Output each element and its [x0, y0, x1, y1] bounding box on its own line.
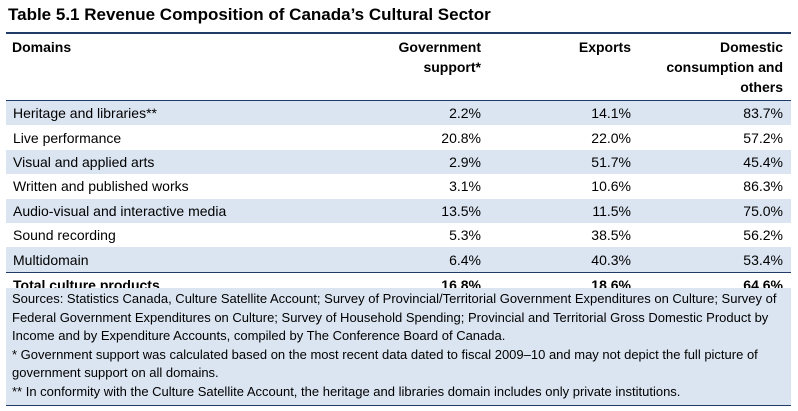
cell-exports: 10.6% [591, 178, 631, 195]
table-row: Audio-visual and interactive media 13.5%… [6, 198, 791, 223]
cell-domain: Visual and applied arts [13, 153, 155, 170]
cell-gov: 13.5% [441, 202, 481, 219]
cell-domestic: 57.2% [743, 129, 783, 146]
cell-domain: Written and published works [13, 178, 189, 195]
cell-gov: 2.9% [449, 153, 481, 170]
cell-gov: 3.1% [449, 178, 481, 195]
cell-domain: Sound recording [13, 227, 116, 244]
cell-domestic: 45.4% [743, 153, 783, 170]
cell-exports: 22.0% [591, 129, 631, 146]
cell-domestic: 86.3% [743, 178, 783, 195]
cell-gov: 2.2% [449, 105, 481, 122]
header-exports: Exports [578, 39, 631, 55]
cell-exports: 38.5% [591, 227, 631, 244]
table-row: Heritage and libraries** 2.2% 14.1% 83.7… [6, 100, 791, 126]
cell-domestic: 83.7% [743, 105, 783, 122]
cell-exports: 11.5% [592, 202, 631, 219]
cell-domestic: 56.2% [743, 227, 783, 244]
revenue-table: Domains Government support* Exports Dome… [6, 32, 791, 298]
cell-domain: Live performance [13, 129, 122, 146]
cell-domain: Heritage and libraries** [13, 105, 157, 122]
cell-domain: Audio-visual and interactive media [13, 202, 227, 219]
footnote-government-support: * Government support was calculated base… [12, 346, 758, 381]
cell-exports: 14.1% [591, 105, 631, 122]
cell-domestic: 53.4% [743, 251, 783, 268]
header-row: Domains Government support* Exports Dome… [6, 33, 791, 101]
header-domains: Domains [12, 39, 72, 55]
table-row: Written and published works 3.1% 10.6% 8… [6, 174, 791, 198]
table-row: Sound recording 5.3% 38.5% 56.2% [6, 223, 791, 247]
table-row: Multidomain 6.4% 40.3% 53.4% [6, 247, 791, 273]
cell-gov: 20.8% [441, 129, 481, 146]
header-domestic: Domestic consumption and others [666, 39, 783, 95]
footnote-heritage: ** In conformity with the Culture Satell… [12, 383, 681, 399]
cell-domestic: 75.0% [743, 202, 783, 219]
header-government-support: Government support* [398, 39, 481, 75]
table-title: Table 5.1 Revenue Composition of Canada’… [8, 5, 491, 24]
table-notes: Sources: Statistics Canada, Culture Sate… [6, 288, 791, 406]
cell-domain: Multidomain [13, 251, 89, 268]
cell-exports: 51.7% [591, 153, 631, 170]
sources-note: Sources: Statistics Canada, Culture Sate… [12, 291, 777, 343]
table-row: Live performance 20.8% 22.0% 57.2% [6, 125, 791, 149]
cell-gov: 6.4% [449, 251, 481, 268]
cell-exports: 40.3% [591, 251, 631, 268]
cell-gov: 5.3% [449, 227, 481, 244]
table-row: Visual and applied arts 2.9% 51.7% 45.4% [6, 149, 791, 175]
